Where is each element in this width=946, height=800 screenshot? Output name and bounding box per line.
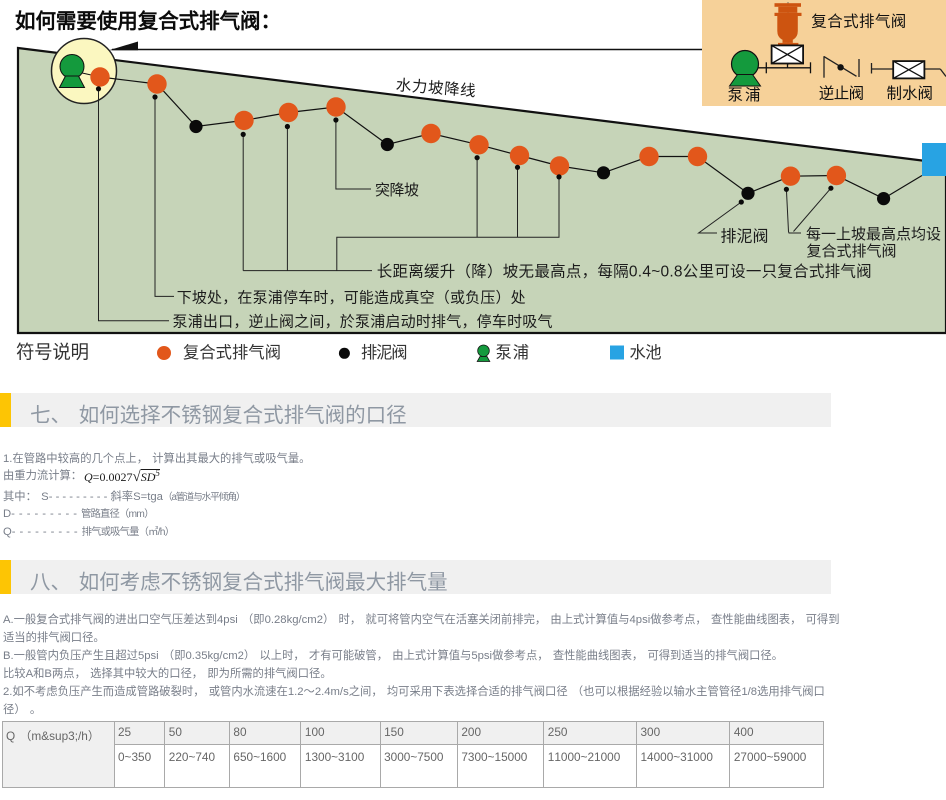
svg-text:突降坡: 突降坡 xyxy=(375,182,419,199)
svg-text:下坡处，在泵浦停车时，可能造成真空（或负压）处: 下坡处，在泵浦停车时，可能造成真空（或负压）处 xyxy=(177,289,526,307)
svg-text:逆止阀: 逆止阀 xyxy=(819,85,865,103)
svg-text:泵浦: 泵浦 xyxy=(728,86,761,104)
svg-text:水池: 水池 xyxy=(630,344,662,362)
svg-text:泵浦: 泵浦 xyxy=(496,344,530,362)
svg-text:复合式排气阀: 复合式排气阀 xyxy=(807,242,897,260)
svg-text:复合式排气阀: 复合式排气阀 xyxy=(183,344,281,362)
svg-text:排泥阀: 排泥阀 xyxy=(721,228,769,246)
svg-text:每一上坡最高点均设: 每一上坡最高点均设 xyxy=(806,226,941,243)
svg-text:长距离缓升（降）坡无最高点，每隔0.4~0.8公里可设一只复: 长距离缓升（降）坡无最高点，每隔0.4~0.8公里可设一只复合式排气阀 xyxy=(377,263,872,281)
svg-text:排泥阀: 排泥阀 xyxy=(361,344,408,362)
svg-text:复合式排气阀: 复合式排气阀 xyxy=(811,12,906,30)
svg-text:符号说明: 符号说明 xyxy=(16,342,89,363)
svg-text:如何需要使用复合式排气阀：: 如何需要使用复合式排气阀： xyxy=(15,9,281,33)
svg-text:制水阀: 制水阀 xyxy=(887,85,934,103)
svg-text:泵浦出口，逆止阀之间，於泵浦启动时排气，停车时吸气: 泵浦出口，逆止阀之间，於泵浦启动时排气，停车时吸气 xyxy=(173,314,553,331)
